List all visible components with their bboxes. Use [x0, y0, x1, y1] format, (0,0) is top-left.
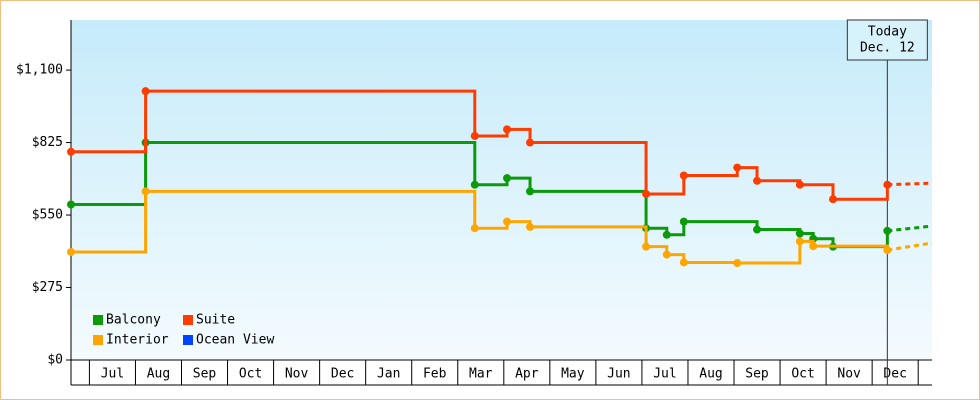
x-tick-label: Jul — [101, 367, 124, 382]
point — [662, 230, 671, 239]
y-tick-label: $0 — [47, 353, 63, 368]
x-tick-label: Dec — [331, 367, 354, 382]
point — [883, 246, 892, 255]
point — [503, 217, 512, 226]
series-line — [71, 89, 889, 201]
x-tick-label: Jun — [607, 367, 630, 382]
x-tick-label: Apr — [515, 367, 539, 382]
legend-label: Ocean View — [196, 333, 274, 348]
point — [795, 229, 804, 238]
point — [809, 242, 818, 251]
point — [795, 180, 804, 189]
point — [883, 226, 892, 235]
today-label: Today — [868, 25, 907, 40]
point — [503, 125, 512, 134]
x-tick-label: Aug — [699, 367, 722, 382]
point — [753, 225, 762, 234]
point — [526, 187, 535, 196]
point — [526, 222, 535, 231]
point — [503, 174, 512, 183]
x-tick-label: May — [561, 367, 585, 382]
x-tick-label: Oct — [239, 367, 262, 382]
forecast-line — [887, 241, 933, 252]
forecast-line — [887, 224, 933, 233]
point — [470, 180, 479, 189]
point — [141, 187, 150, 196]
x-tick-label: Jan — [377, 367, 400, 382]
point — [733, 259, 742, 268]
today-label: Dec. 12 — [860, 41, 915, 56]
series-line — [71, 189, 889, 265]
point — [753, 176, 762, 185]
point — [470, 224, 479, 233]
legend-swatch — [93, 335, 103, 345]
point — [733, 163, 742, 172]
legend-swatch — [183, 335, 193, 345]
point — [526, 138, 535, 147]
x-tick-label: Sep — [745, 367, 769, 382]
x-tick-label: Mar — [469, 367, 493, 382]
y-tick-label: $275 — [32, 280, 63, 295]
x-tick-label: Jul — [653, 367, 676, 382]
point — [141, 87, 150, 96]
x-tick-label: Nov — [285, 367, 309, 382]
point — [829, 195, 838, 204]
x-tick-label: Dec — [883, 367, 906, 382]
legend-swatch — [183, 315, 193, 325]
point — [67, 147, 75, 156]
legend-label: Suite — [196, 313, 235, 328]
x-tick-label: Nov — [837, 367, 861, 382]
x-tick-label: Oct — [791, 367, 814, 382]
point — [642, 242, 651, 251]
legend-label: Balcony — [106, 313, 161, 328]
point — [662, 250, 671, 259]
legend-swatch — [93, 315, 103, 325]
x-tick-label: Aug — [147, 367, 170, 382]
y-tick-label: $825 — [32, 135, 63, 150]
forecast-line — [887, 181, 933, 187]
point — [67, 247, 75, 256]
point — [642, 189, 651, 198]
point — [795, 237, 804, 246]
point — [470, 131, 479, 140]
point — [67, 200, 75, 209]
point — [679, 258, 688, 267]
point — [679, 171, 688, 180]
legend-label: Interior — [106, 333, 169, 348]
x-tick-label: Sep — [193, 367, 217, 382]
point — [679, 217, 688, 226]
y-tick-label: $1,100 — [16, 63, 63, 78]
x-tick-label: Feb — [423, 367, 447, 382]
y-tick-label: $550 — [32, 208, 63, 223]
today-box — [846, 19, 928, 61]
point — [883, 180, 892, 189]
